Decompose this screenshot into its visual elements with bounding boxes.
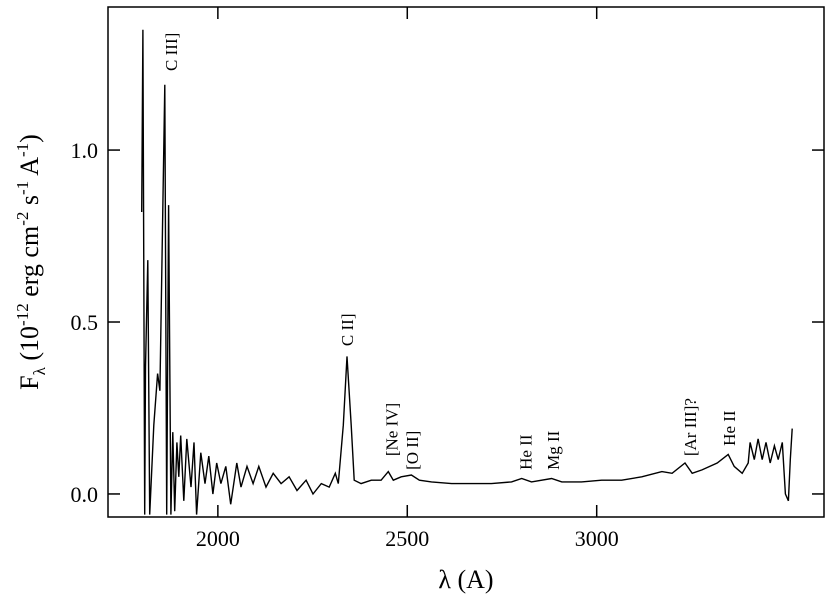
y-axis-label: Fλ (10-12 erg cm-2 s-1 A-1) <box>13 134 49 390</box>
y-axis-label-part: -1 <box>13 181 32 195</box>
y-axis-label-part: λ <box>30 366 49 375</box>
line-annotation: [O II] <box>403 431 422 470</box>
plot-frame <box>107 6 825 518</box>
line-annotation: He II <box>720 410 739 446</box>
x-tick-label: 3000 <box>575 526 619 551</box>
x-tick-label: 2000 <box>196 526 240 551</box>
y-axis-label-part: -1 <box>13 143 32 157</box>
line-annotation: C III] <box>162 33 181 71</box>
line-annotation: Mg II <box>544 430 563 470</box>
line-annotation: C II] <box>338 314 357 347</box>
x-tick-label: 2500 <box>385 526 429 551</box>
line-annotation: [Ne IV] <box>382 403 401 456</box>
y-axis-label-part: -12 <box>13 303 32 326</box>
y-axis-label-part: erg cm <box>15 226 44 304</box>
x-axis-label: λ (A) <box>438 565 493 594</box>
line-annotation: [Ar III]? <box>681 398 700 456</box>
line-annotation: He II <box>516 434 535 470</box>
y-axis-label-part: (10 <box>15 326 44 367</box>
y-axis-label-part: F <box>15 375 44 389</box>
y-tick-label: 0.5 <box>71 310 99 335</box>
y-axis-label-part: ) <box>15 134 44 143</box>
spectrum-line <box>141 29 793 515</box>
y-axis-label-part: s <box>15 195 44 212</box>
y-tick-label: 1.0 <box>71 138 99 163</box>
y-axis-label-part: A <box>15 157 44 181</box>
y-axis-label-part: -2 <box>13 212 32 226</box>
y-tick-label: 0.0 <box>71 482 99 507</box>
